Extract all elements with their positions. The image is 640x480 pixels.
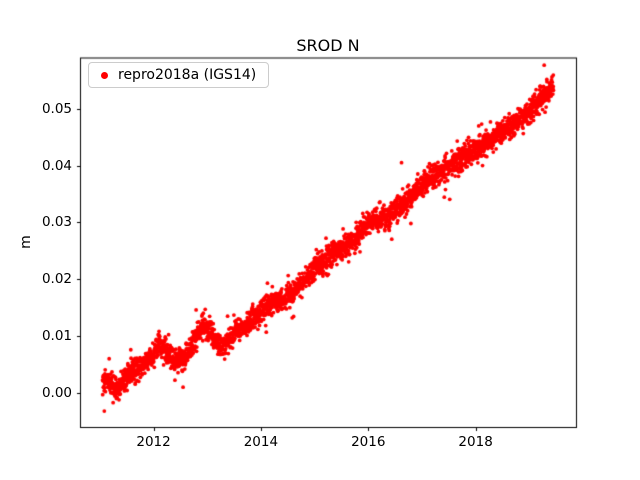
legend: repro2018a (IGS14) (88, 62, 270, 88)
legend-label: repro2018a (IGS14) (118, 67, 257, 83)
y-tick-label: 0.02 (41, 271, 72, 288)
chart-title: SROD N (296, 36, 360, 55)
y-tick-label: 0.03 (41, 214, 72, 231)
y-axis-label: m (18, 235, 34, 249)
x-tick-label: 2018 (458, 434, 493, 450)
y-tick-label: 0.04 (41, 157, 72, 174)
x-tick-label: 2014 (243, 434, 279, 450)
y-tick-label: 0.01 (41, 328, 72, 345)
legend-marker-dot-icon (101, 71, 108, 79)
x-tick-label: 2016 (351, 434, 386, 450)
x-tick-label: 2012 (136, 434, 171, 450)
y-tick-label: 0.00 (41, 384, 72, 401)
y-tick-label: 0.05 (41, 100, 72, 117)
